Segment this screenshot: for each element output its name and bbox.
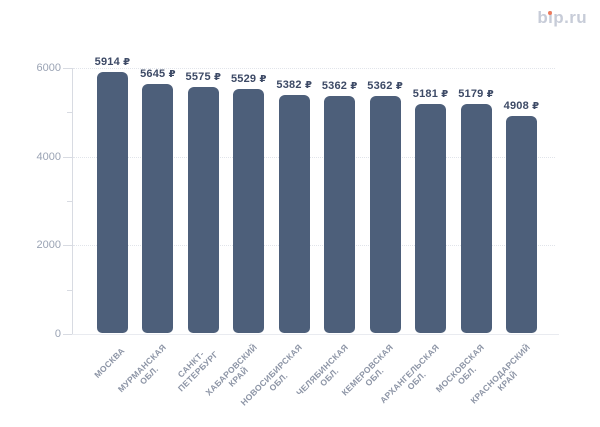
brand-logo-text: bip.ru	[537, 8, 587, 27]
bar-8[interactable]	[460, 104, 492, 333]
gridline-4000	[73, 156, 555, 158]
y-tick-4000	[63, 156, 72, 158]
brand-logo[interactable]: bip.ru	[537, 8, 587, 30]
bar-value-label-7: 5181 ₽	[412, 88, 449, 101]
y-axis-line	[72, 68, 73, 334]
bar-value-label-8: 5179 ₽	[458, 88, 494, 101]
y-axis-label-0: 0	[54, 328, 61, 340]
y-tick-1000	[67, 289, 72, 291]
y-axis-label-2000: 2000	[36, 239, 61, 252]
x-axis-baseline	[72, 334, 559, 335]
gridline-6000	[73, 68, 555, 69]
bar-2[interactable]	[187, 86, 219, 333]
x-axis-label-text-0: МОСКВА	[91, 345, 127, 380]
logo-i-dot	[547, 10, 552, 15]
bar-value-label-6: 5362 ₽	[367, 80, 403, 93]
bar-value-label-0: 5914 ₽	[94, 55, 131, 68]
bar-value-label-3: 5529 ₽	[230, 72, 267, 85]
bar-value-label-4: 5382 ₽	[276, 79, 313, 92]
bar-3[interactable]	[233, 88, 265, 333]
bar-4[interactable]	[278, 95, 310, 333]
bar-value-label-5: 5362 ₽	[321, 80, 358, 93]
bar-0[interactable]	[97, 71, 128, 333]
bar-value-label-1: 5645 ₽	[140, 67, 176, 80]
y-tick-0	[63, 334, 72, 335]
bar-9[interactable]	[506, 116, 537, 333]
y-tick-5000	[67, 112, 72, 114]
plot-area: 0 2000 4000 6000 5914 ₽ МОСКВА 5645 ₽ МУРМАНСКА…	[37, 56, 559, 408]
y-tick-3000	[67, 201, 72, 202]
bar-7[interactable]	[415, 104, 447, 333]
bar-value-label-9: 4908 ₽	[503, 100, 540, 113]
bar-5[interactable]	[324, 96, 356, 333]
y-tick-6000	[63, 68, 72, 69]
bar-6[interactable]	[369, 96, 401, 333]
bar-1[interactable]	[142, 83, 174, 333]
bar-value-label-2: 5575 ₽	[185, 70, 222, 83]
y-tick-2000	[63, 245, 72, 247]
y-axis-label-6000: 6000	[36, 62, 61, 74]
gridline-2000	[73, 245, 555, 247]
y-axis-label-4000: 4000	[36, 150, 61, 163]
